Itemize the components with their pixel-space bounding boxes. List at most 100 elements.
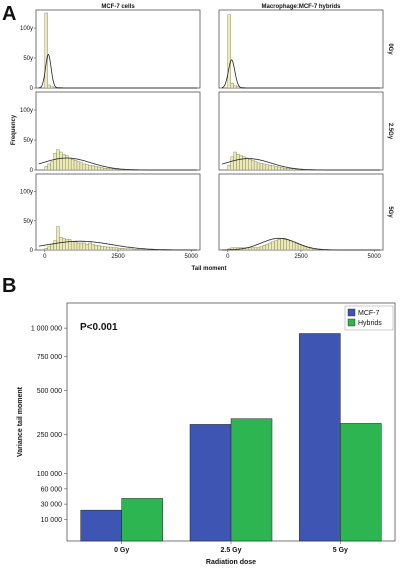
histogram-bar [245, 157, 249, 171]
x-tick-label: 0 [43, 254, 47, 260]
histogram-bar [280, 238, 284, 251]
legend: MCF-7 Hybrids [344, 305, 394, 331]
y-tick-label: 750 000 [37, 354, 62, 361]
histogram-bar [294, 169, 299, 171]
histogram-bar [82, 163, 86, 171]
histogram-bar [256, 162, 261, 171]
histogram-bar [227, 164, 231, 171]
histogram-bar [277, 239, 281, 251]
histogram-bar [292, 241, 296, 251]
histogram-bar [286, 239, 290, 251]
x-axis-label: Radiation dose [206, 559, 256, 566]
histogram-bar [259, 246, 264, 251]
histogram-bar [248, 158, 252, 171]
histogram-bar [47, 163, 51, 171]
histogram-bar [256, 247, 261, 251]
histogram-bar [106, 246, 110, 251]
row-header: 2.5Gy [387, 123, 393, 140]
histogram-bar [233, 151, 237, 171]
subplot-frame [218, 9, 384, 89]
histogram-bar [262, 245, 267, 251]
y-tick-label: 50y [23, 219, 33, 225]
histogram-bar [103, 167, 107, 171]
histogram-bar [120, 248, 125, 251]
legend-swatch-hybrids [347, 318, 356, 327]
x-tick-label: 5 Gy [333, 547, 348, 554]
normal-curve [38, 240, 198, 251]
y-tick-label: 1 000 000 [31, 326, 62, 333]
histogram-bar [56, 226, 60, 251]
histogram-bar [262, 163, 267, 171]
histogram-bar [79, 242, 84, 251]
y-tick-label: 0 [30, 168, 34, 174]
histogram-bar [233, 85, 237, 89]
x-tick-label: 0 Gy [114, 547, 129, 554]
histogram-bar [251, 160, 255, 171]
histogram-bar [274, 240, 278, 251]
bar-mcf7 [80, 509, 122, 542]
histogram-bar [144, 249, 148, 251]
histogram-bar [306, 247, 310, 251]
subplot-frame [218, 173, 384, 251]
histogram-bar [265, 243, 269, 251]
histogram-bar [88, 242, 92, 251]
normal-curve [221, 59, 381, 89]
histogram-bar [62, 154, 66, 171]
x-tick-label: 0 [226, 254, 230, 260]
histogram-bar [309, 248, 313, 251]
histogram-bar [280, 167, 284, 171]
histogram-bar [82, 242, 86, 251]
panel-a-label: A [2, 3, 16, 25]
histogram-bar [88, 164, 92, 171]
histogram-bar [97, 245, 101, 251]
histogram-bar [91, 165, 95, 171]
y-axis-label: Frequency [11, 114, 17, 145]
legend-label: Hybrids [358, 320, 382, 327]
histogram-bar [230, 156, 234, 171]
y-tick-label: 50y [23, 138, 33, 144]
histogram-bar [141, 249, 145, 251]
histogram-bar [53, 152, 57, 171]
row-header: 5Gy [387, 206, 393, 218]
subplot-frame [35, 9, 201, 89]
histogram-bar [294, 242, 299, 251]
histogram-bar [265, 164, 269, 171]
histogram-bar [268, 242, 272, 251]
histogram-bar [230, 82, 234, 89]
histogram-bar [44, 248, 48, 251]
bar-hybrids [230, 418, 273, 542]
column-header: Macrophage:MCF-7 hybrids [261, 4, 341, 10]
histogram-bar [135, 249, 139, 251]
y-axis-label: Variance tail moment [17, 386, 24, 457]
histogram-bar [73, 160, 78, 171]
y-tick-label: 50y [23, 56, 33, 62]
row-header: 0Gy [387, 43, 393, 55]
histogram-bar [253, 161, 258, 171]
histogram-bar [50, 161, 54, 171]
subplot-frame [218, 91, 384, 171]
histogram-bar [111, 168, 116, 171]
histogram-bar [50, 243, 54, 251]
bar-hybrids [121, 498, 163, 542]
x-tick-label: 5000 [368, 254, 382, 260]
y-tick-label: 100y [20, 26, 33, 32]
histogram-bar [85, 243, 89, 251]
histogram-bar [70, 241, 75, 251]
histogram-bar [109, 168, 113, 171]
histogram-bar [283, 238, 287, 251]
subplot-frame [35, 173, 201, 251]
histogram-bar [236, 154, 240, 171]
y-tick-label: 500 000 [37, 388, 62, 395]
histogram-bar [76, 161, 81, 171]
bar-mcf7 [299, 333, 341, 542]
histogram-bar [289, 168, 293, 171]
histogram-bar [76, 242, 81, 251]
histogram-bar [94, 245, 98, 251]
x-tick-label: 2.5 Gy [220, 547, 241, 554]
histogram-bar [114, 247, 119, 251]
histogram-bar [70, 158, 75, 171]
histogram-bar [259, 163, 264, 171]
histogram-bar [114, 169, 119, 171]
normal-curve [38, 53, 198, 89]
histogram-bar [251, 247, 255, 251]
